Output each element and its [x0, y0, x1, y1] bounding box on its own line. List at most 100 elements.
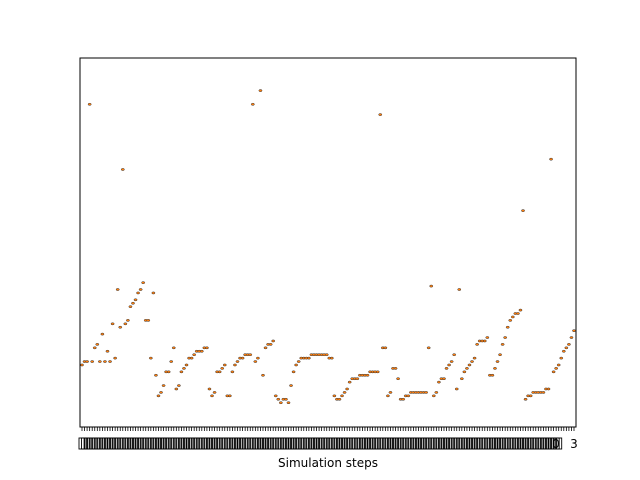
data-point: [128, 305, 133, 309]
data-point: [174, 387, 179, 391]
data-point: [97, 360, 102, 363]
data-point: [120, 168, 125, 171]
data-point: [551, 370, 556, 374]
data-point: [289, 384, 293, 387]
data-point: [556, 363, 561, 367]
data-point: [103, 360, 107, 363]
data-point: [340, 394, 344, 398]
data-point: [192, 353, 197, 357]
data-point: [467, 363, 472, 367]
data-point: [166, 370, 171, 374]
data-point: [365, 373, 370, 377]
data-point: [345, 387, 349, 391]
data-point: [100, 332, 105, 336]
data-point: [475, 343, 479, 346]
data-point: [307, 356, 311, 360]
data-point: [179, 370, 184, 374]
data-point: [159, 391, 163, 394]
data-point: [572, 329, 576, 333]
data-point: [250, 102, 255, 106]
data-point: [569, 336, 574, 339]
data-point: [105, 349, 110, 353]
data-point: [434, 391, 439, 394]
data-point: [95, 343, 100, 346]
scatter-points: [80, 89, 576, 405]
data-point: [564, 346, 569, 350]
data-point: [482, 339, 487, 343]
data-point: [199, 349, 204, 353]
data-point: [210, 394, 214, 398]
data-point: [230, 370, 235, 374]
data-point: [92, 346, 97, 350]
data-point: [342, 391, 347, 394]
data-point: [154, 373, 158, 377]
data-point: [449, 360, 454, 363]
data-point: [337, 397, 342, 401]
data-point: [485, 336, 490, 339]
data-point: [278, 401, 283, 405]
data-point: [498, 353, 502, 357]
data-point: [286, 401, 291, 405]
data-point: [248, 353, 253, 357]
data-point: [113, 356, 117, 360]
data-point: [284, 397, 288, 401]
data-point: [500, 343, 505, 346]
data-point: [85, 360, 89, 363]
data-point: [182, 367, 186, 370]
data-point: [444, 367, 449, 370]
data-point: [541, 391, 546, 394]
data-point: [554, 367, 559, 370]
data-point: [256, 356, 260, 360]
data-point: [138, 288, 143, 291]
data-point: [271, 339, 276, 343]
x-tick-label-glyph: [555, 437, 563, 450]
data-point: [136, 291, 140, 295]
data-point: [457, 288, 462, 291]
data-point: [437, 380, 441, 384]
data-point: [518, 308, 523, 312]
data-point: [459, 377, 464, 381]
x-axis-ticks: [81, 427, 575, 431]
data-point: [388, 391, 393, 394]
data-point: [383, 346, 388, 350]
data-point: [521, 209, 525, 212]
data-point: [161, 384, 166, 387]
data-point: [470, 360, 474, 363]
data-point: [452, 353, 457, 357]
data-point: [561, 349, 566, 353]
data-point: [80, 363, 84, 367]
data-point: [148, 356, 153, 360]
x-tick-label-last: 3: [570, 437, 578, 451]
data-point: [115, 288, 120, 291]
data-point: [276, 397, 281, 401]
data-point: [222, 363, 227, 367]
data-point: [118, 325, 123, 329]
data-point: [523, 397, 528, 401]
data-point: [268, 343, 273, 346]
data-point: [324, 353, 329, 357]
data-point: [490, 373, 495, 377]
data-point: [261, 373, 265, 377]
data-point: [472, 356, 477, 360]
data-point: [495, 360, 500, 363]
data-point: [240, 356, 245, 360]
data-point: [375, 370, 380, 374]
data-point: [146, 319, 151, 322]
data-point: [110, 322, 115, 326]
data-point: [253, 360, 258, 363]
data-point: [294, 363, 298, 367]
data-point: [393, 367, 398, 370]
data-point: [87, 102, 92, 106]
data-point: [493, 367, 497, 370]
data-point: [347, 380, 352, 384]
data-point: [171, 346, 176, 350]
data-point: [217, 370, 222, 374]
data-point: [442, 377, 446, 381]
data-point: [126, 319, 130, 322]
data-point: [291, 370, 296, 374]
data-point: [546, 387, 551, 391]
data-point: [141, 281, 146, 285]
data-point: [355, 377, 360, 381]
data-point: [386, 394, 390, 398]
